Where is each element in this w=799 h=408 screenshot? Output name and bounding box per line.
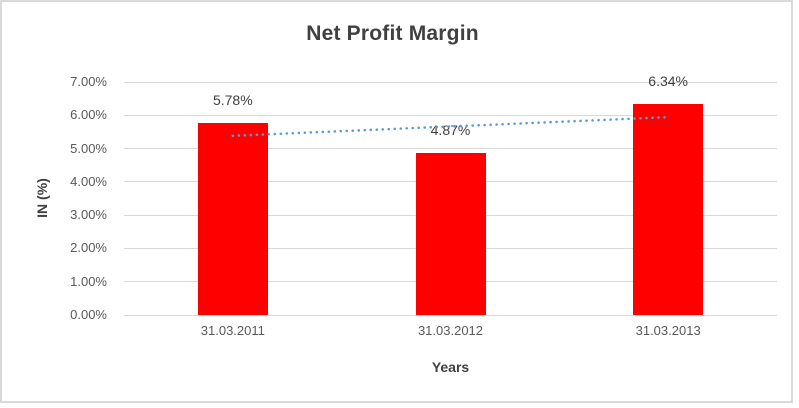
y-tick-label: 7.00% [70, 74, 107, 89]
x-category-label: 31.03.2013 [635, 323, 701, 338]
x-axis-title: Years [431, 359, 470, 375]
x-category-label: 31.03.2012 [417, 323, 484, 338]
bar-31.03.2011 [197, 122, 268, 315]
gridline [124, 81, 777, 83]
data-label: 6.34% [648, 72, 688, 89]
y-tick-label: 1.00% [70, 273, 107, 289]
data-label: 5.78% [212, 91, 253, 108]
gridline [124, 114, 777, 116]
y-tick-label: 4.00% [70, 173, 107, 189]
x-category-label: 31.03.2011 [200, 323, 265, 338]
y-tick-label: 5.00% [70, 140, 107, 156]
bar-31.03.2013 [633, 103, 704, 315]
y-tick-label: 6.00% [70, 107, 107, 123]
chart-title: Net Profit Margin [306, 22, 479, 45]
gridline [124, 148, 777, 150]
y-tick-label: 3.00% [70, 207, 107, 223]
bar-31.03.2012 [415, 152, 486, 315]
y-tick-label: 2.00% [70, 240, 107, 256]
data-label: 4.87% [430, 121, 471, 138]
y-tick-label: 0.00% [70, 307, 107, 322]
gridline [124, 314, 777, 316]
